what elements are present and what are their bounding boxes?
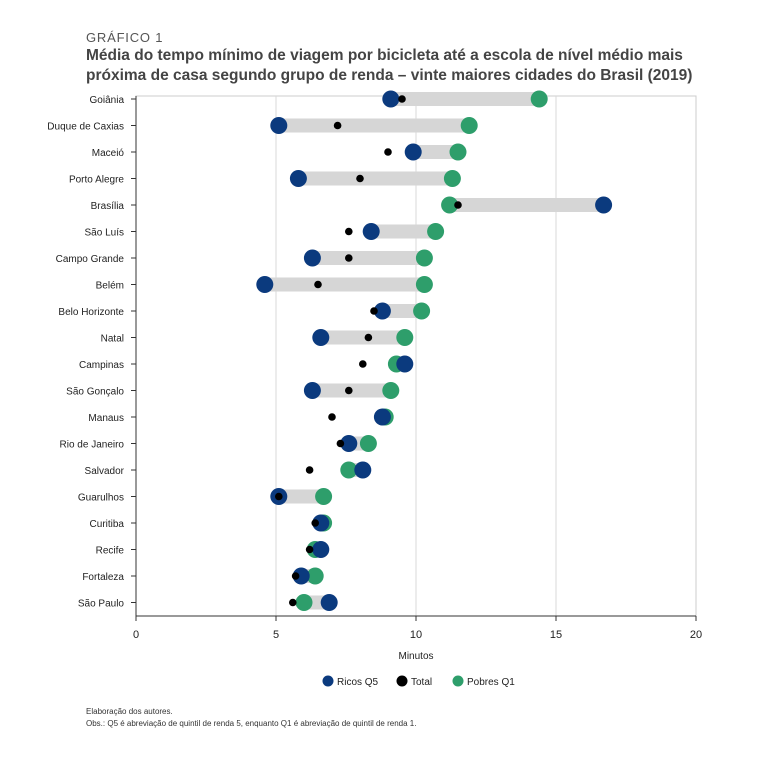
category-label: Goiânia — [90, 95, 125, 106]
point-total — [336, 439, 345, 448]
point-pobres-q1 — [295, 594, 313, 611]
point-ricos-q5 — [312, 514, 330, 532]
point-ricos-q5 — [270, 117, 288, 134]
point-ricos-q5 — [289, 170, 307, 187]
category-label: São Paulo — [78, 599, 125, 610]
point-ricos-q5 — [404, 143, 422, 161]
category-label: Natal — [101, 334, 124, 345]
point-total — [364, 333, 373, 342]
category-label: Rio de Janeiro — [60, 440, 125, 451]
category-label: Recife — [96, 546, 125, 557]
point-total — [328, 413, 336, 421]
x-tick-label: 10 — [410, 629, 422, 641]
category-label: São Luís — [85, 228, 124, 239]
point-total — [275, 492, 283, 501]
x-tick-label: 15 — [550, 629, 562, 641]
point-pobres-q1 — [415, 276, 433, 293]
point-pobres-q1 — [427, 223, 445, 240]
point-total — [370, 307, 378, 315]
category-label: Fortaleza — [82, 572, 124, 583]
source-note: Elaboração dos autores. — [86, 707, 173, 716]
point-ricos-q5 — [595, 196, 613, 214]
chart-eyebrow: GRÁFICO 1 — [86, 30, 164, 45]
point-ricos-q5 — [396, 355, 414, 373]
point-total — [314, 280, 322, 289]
category-label: Belém — [96, 281, 124, 292]
point-pobres-q1 — [396, 329, 414, 346]
point-pobres-q1 — [443, 170, 461, 187]
point-total — [311, 519, 320, 527]
point-ricos-q5 — [382, 90, 400, 108]
category-label: Guarulhos — [78, 493, 124, 504]
point-pobres-q1 — [306, 567, 324, 585]
point-total — [345, 254, 353, 262]
category-label: Manaus — [88, 413, 124, 424]
x-tick-label: 20 — [690, 629, 702, 641]
category-label: Curitiba — [90, 519, 125, 530]
point-ricos-q5 — [303, 249, 321, 267]
point-ricos-q5 — [312, 329, 330, 346]
chart-title: Média do tempo mínimo de viagem por bici… — [86, 47, 693, 84]
category-label: Duque de Caxias — [47, 122, 124, 133]
point-ricos-q5 — [373, 408, 391, 426]
point-ricos-q5 — [292, 567, 310, 585]
legend-label: Pobres Q1 — [467, 677, 515, 688]
point-total — [454, 201, 462, 209]
point-pobres-q1 — [530, 90, 548, 108]
category-label: Campo Grande — [56, 254, 125, 265]
point-pobres-q1 — [415, 249, 433, 267]
point-ricos-q5 — [373, 302, 391, 320]
point-total — [333, 121, 342, 130]
obs-note: Obs.: Q5 é abreviação de quintil de rend… — [86, 719, 417, 728]
point-ricos-q5 — [303, 382, 321, 399]
category-label: Porto Alegre — [69, 175, 124, 186]
point-total — [289, 598, 297, 607]
point-pobres-q1 — [460, 117, 478, 134]
point-total — [345, 386, 353, 395]
point-ricos-q5 — [362, 223, 380, 240]
legend-marker — [396, 675, 408, 687]
x-tick-label: 0 — [133, 629, 139, 641]
point-ricos-q5 — [354, 461, 372, 479]
legend-label: Total — [411, 677, 432, 688]
point-pobres-q1 — [340, 461, 358, 479]
point-pobres-q1 — [441, 196, 459, 214]
point-total — [291, 572, 300, 580]
legend-marker — [322, 675, 334, 687]
point-ricos-q5 — [312, 541, 330, 558]
point-pobres-q1 — [413, 302, 431, 320]
x-tick-label: 5 — [273, 629, 279, 641]
point-total — [356, 174, 364, 183]
category-label: Brasília — [91, 201, 125, 212]
point-total — [305, 466, 314, 474]
category-label: Salvador — [85, 466, 125, 477]
point-total — [398, 95, 406, 103]
point-total — [384, 148, 392, 156]
point-total — [359, 360, 367, 368]
legend-label: Ricos Q5 — [337, 677, 379, 688]
legend-marker — [452, 675, 464, 687]
category-label: São Gonçalo — [66, 387, 124, 398]
point-pobres-q1 — [449, 143, 467, 161]
category-label: Campinas — [79, 360, 124, 371]
point-ricos-q5 — [256, 276, 274, 293]
point-ricos-q5 — [320, 594, 338, 611]
point-pobres-q1 — [315, 488, 333, 505]
category-label: Belo Horizonte — [58, 307, 124, 318]
point-ricos-q5 — [340, 435, 358, 452]
category-label: Maceió — [92, 148, 125, 159]
point-pobres-q1 — [382, 382, 400, 399]
point-total — [305, 545, 314, 554]
dumbbell-chart: 0 5 10 15 20 Minutos Goiânia Duque de Caxias Mac… — [47, 90, 702, 688]
point-total — [345, 227, 353, 236]
x-axis-label: Minutos — [398, 651, 433, 662]
point-pobres-q1 — [359, 435, 377, 452]
